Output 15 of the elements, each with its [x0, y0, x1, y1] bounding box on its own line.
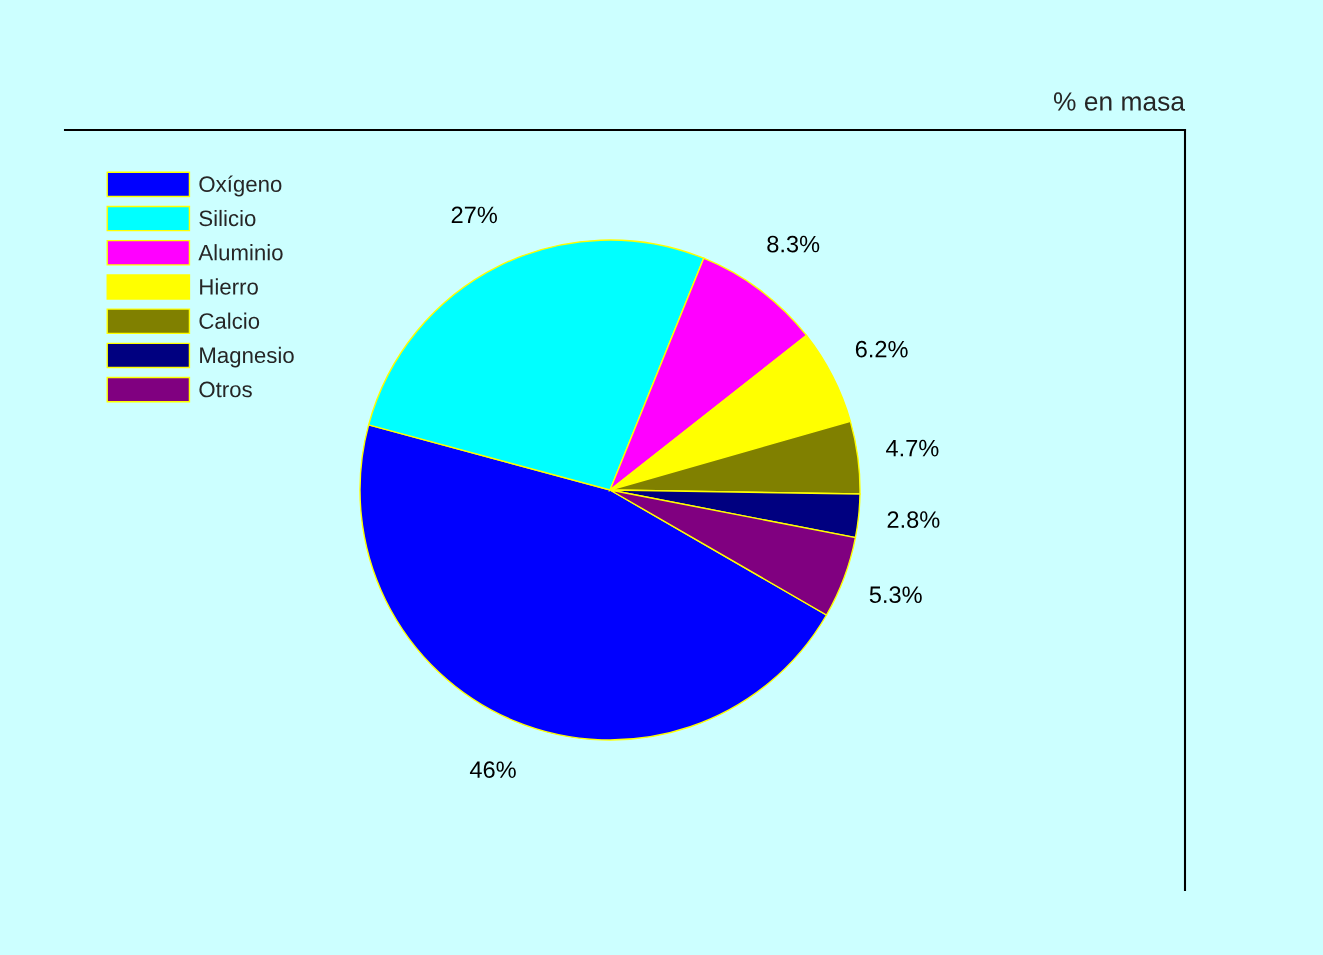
- legend-label: Oxígeno: [199, 175, 282, 197]
- data-label: 4.7%: [886, 439, 939, 457]
- legend-label: Hierro: [200, 278, 258, 295]
- data-label: 2.8%: [887, 511, 940, 528]
- data-label: 27%: [451, 206, 497, 224]
- legend-label: Otros: [199, 381, 252, 398]
- legend-label: Calcio: [199, 312, 260, 329]
- data-label: 5.3%: [869, 586, 922, 604]
- legend-label: Silicio: [199, 209, 256, 227]
- legend-label: Magnesio: [200, 346, 294, 368]
- data-label: 46%: [469, 761, 516, 779]
- legend-label: Aluminio: [198, 244, 283, 261]
- data-label: 8.3%: [767, 235, 820, 253]
- text: % en masa: [1053, 92, 1186, 111]
- data-label: 6.2%: [855, 340, 908, 358]
